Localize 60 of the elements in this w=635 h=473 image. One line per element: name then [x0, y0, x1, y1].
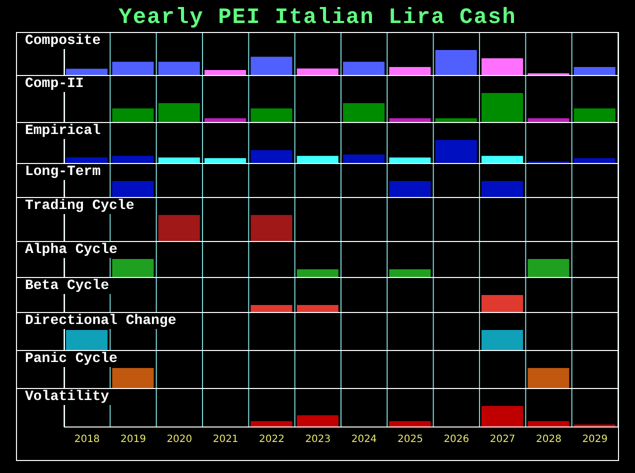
x-tick-label: 2021 [212, 434, 238, 446]
chart-subtitle: Empirical [23, 123, 103, 139]
chart-subtitle: Volatility [23, 389, 112, 405]
bar [343, 103, 385, 122]
x-tick-label: 2024 [351, 434, 377, 446]
x-tick-label: 2023 [305, 434, 331, 446]
bar [158, 157, 200, 163]
bar [112, 62, 154, 75]
bar [435, 140, 477, 163]
chart-subtitle: Panic Cycle [23, 351, 120, 367]
chart-subtitle: Long-Term [23, 164, 103, 180]
bar [574, 158, 616, 163]
x-tick-label: 2018 [74, 434, 100, 446]
bar [158, 103, 200, 122]
x-tick-label: 2025 [398, 434, 423, 446]
bar [158, 62, 200, 75]
bar [574, 108, 616, 122]
bar [250, 56, 292, 75]
bar [389, 421, 431, 427]
bar [112, 156, 154, 163]
x-tick-label: 2028 [536, 434, 562, 446]
x-tick-label: 2019 [120, 434, 146, 446]
bar [66, 68, 108, 75]
bar [296, 156, 338, 163]
bar [435, 50, 477, 75]
bar [389, 118, 431, 122]
chart-subtitle: Beta Cycle [23, 278, 112, 294]
bar [204, 118, 246, 122]
bar [296, 68, 338, 75]
bar [574, 67, 616, 75]
chart-subtitle: Directional Change [23, 313, 178, 329]
bar [435, 118, 477, 122]
bar [482, 93, 524, 122]
bar [482, 58, 524, 75]
bar [482, 156, 524, 163]
x-tick-label: 2026 [444, 434, 470, 446]
x-tick-label: 2029 [582, 434, 608, 446]
bar [389, 67, 431, 75]
bar [112, 108, 154, 122]
chart-subtitle: Trading Cycle [23, 198, 136, 214]
bar [528, 118, 570, 122]
bar [204, 70, 246, 75]
bar [250, 421, 292, 427]
bar [204, 158, 246, 163]
bar [389, 157, 431, 163]
bar [482, 406, 524, 427]
chart-title: Yearly PEI Italian Lira Cash [118, 4, 518, 32]
x-tick-label: 2020 [166, 434, 192, 446]
x-tick-label: 2022 [259, 434, 284, 446]
bar [343, 154, 385, 163]
bar [250, 108, 292, 122]
bar [250, 150, 292, 163]
bar [528, 421, 570, 427]
chart-subtitle: Composite [23, 33, 103, 49]
chart-subtitle: Comp-II [23, 76, 86, 92]
bar [296, 415, 338, 427]
chart-subtitle: Alpha Cycle [23, 242, 120, 258]
bar [66, 157, 108, 163]
x-tick-label: 2027 [490, 434, 516, 446]
bar [343, 62, 385, 75]
